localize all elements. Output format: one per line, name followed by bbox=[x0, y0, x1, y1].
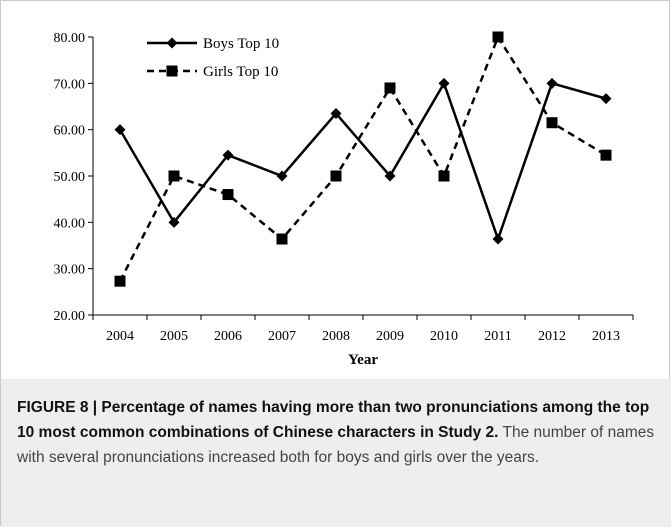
data-point bbox=[492, 31, 504, 43]
x-tick-label: 2012 bbox=[538, 329, 566, 344]
x-tick-label: 2004 bbox=[106, 329, 134, 344]
series-line-1 bbox=[118, 34, 607, 282]
data-point bbox=[600, 149, 612, 161]
y-tick-label: 30.00 bbox=[54, 263, 86, 278]
line-chart: 20.00 30.00 40.00 50.00 60.00 70.00 80.00 2004 2… bbox=[54, 31, 634, 368]
x-tick-label: 2011 bbox=[484, 329, 511, 344]
data-point bbox=[384, 170, 396, 182]
data-point bbox=[600, 93, 612, 105]
x-tick-label: 2006 bbox=[214, 329, 242, 344]
data-point bbox=[438, 77, 450, 89]
y-tick-label: 60.00 bbox=[54, 124, 86, 139]
legend-label: Girls Top 10 bbox=[203, 64, 278, 80]
data-point bbox=[384, 82, 396, 94]
legend-label: Boys Top 10 bbox=[203, 36, 279, 52]
data-point bbox=[222, 189, 234, 201]
x-tick-label: 2013 bbox=[592, 329, 620, 344]
x-tick-label: 2009 bbox=[376, 329, 404, 344]
data-point bbox=[168, 216, 180, 228]
y-tick-label: 50.00 bbox=[54, 170, 86, 185]
x-tick-label: 2005 bbox=[160, 329, 188, 344]
legend-marker bbox=[166, 37, 178, 49]
data-point bbox=[114, 275, 126, 287]
data-point bbox=[330, 170, 342, 182]
y-tick-label: 70.00 bbox=[54, 77, 86, 92]
x-tick-label: 2007 bbox=[268, 329, 296, 344]
data-point bbox=[546, 77, 558, 89]
data-point bbox=[222, 149, 234, 161]
data-point bbox=[492, 233, 504, 245]
y-tick-label: 20.00 bbox=[54, 309, 86, 324]
data-point bbox=[168, 170, 180, 182]
x-tick-label: 2010 bbox=[430, 329, 458, 344]
data-point bbox=[276, 170, 288, 182]
data-point bbox=[276, 233, 288, 245]
y-tick-label: 40.00 bbox=[54, 216, 86, 231]
data-point bbox=[330, 107, 342, 119]
x-axis-title: Year bbox=[348, 352, 378, 368]
data-point bbox=[438, 170, 450, 182]
caption-title: FIGURE 8 | Percentage of names having mo… bbox=[17, 399, 650, 441]
data-point bbox=[546, 117, 558, 129]
data-point bbox=[114, 124, 126, 136]
y-tick-label: 80.00 bbox=[54, 31, 86, 46]
x-tick-label: 2008 bbox=[322, 329, 350, 344]
legend-marker bbox=[166, 65, 178, 77]
series-line-0 bbox=[118, 80, 607, 243]
figure-caption: FIGURE 8 | Percentage of names having mo… bbox=[1, 379, 671, 527]
caption-body: The number of names with several pronunc… bbox=[17, 424, 655, 466]
